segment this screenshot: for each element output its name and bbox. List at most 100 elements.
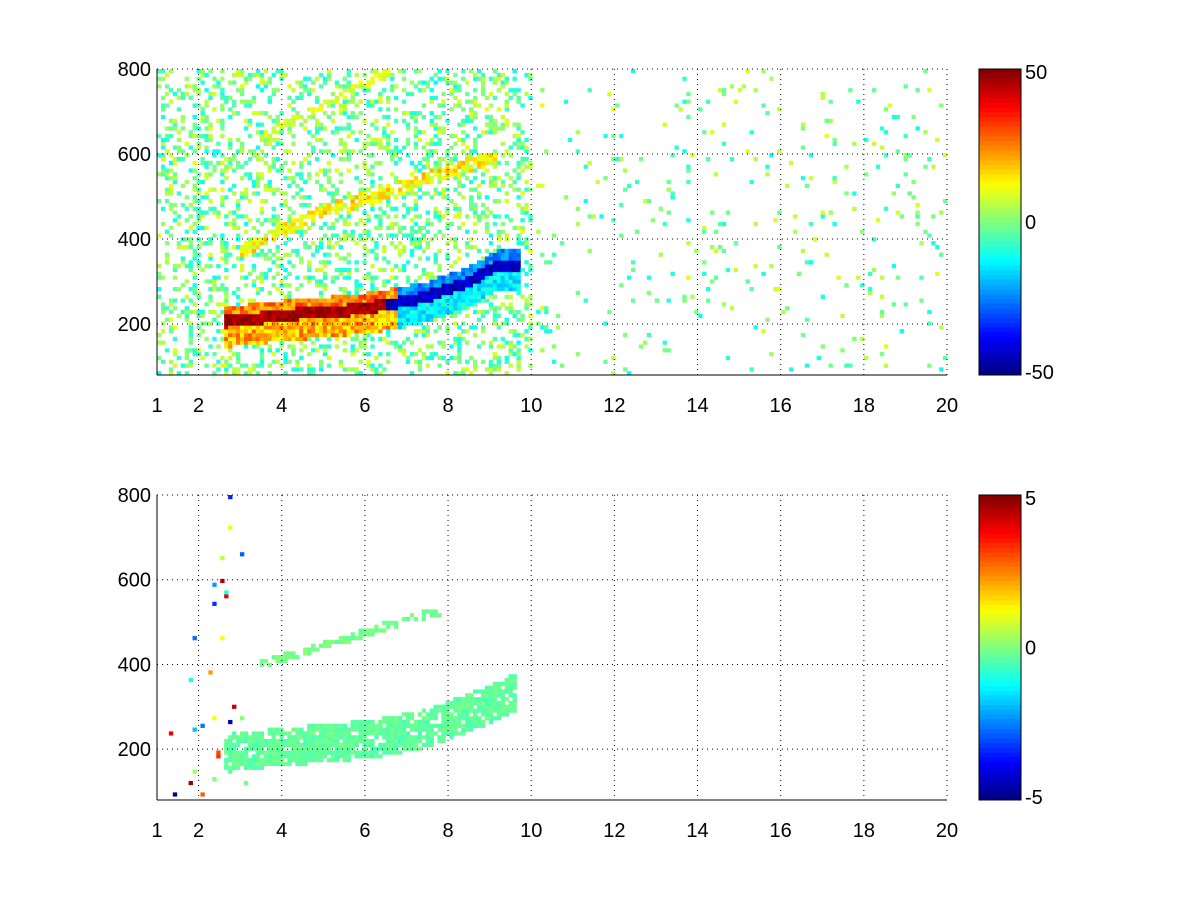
heatmap-cell: [627, 183, 632, 188]
heatmap-cell: [445, 700, 450, 706]
heatmap-cell: [255, 156, 261, 162]
heatmap-cell: [488, 693, 494, 698]
heatmap-cell: [275, 88, 280, 93]
heatmap-cell: [512, 122, 517, 127]
heatmap-cell: [445, 195, 450, 200]
heatmap-cell: [192, 168, 197, 173]
heatmap-cell: [777, 107, 782, 112]
heatmap-cell: [512, 267, 517, 273]
heatmap-cell: [441, 723, 446, 728]
heatmap-cell: [429, 355, 434, 361]
heatmap-cell: [271, 727, 276, 732]
heatmap-cell: [220, 556, 225, 561]
heatmap-cell: [409, 287, 415, 292]
heatmap-cell: [453, 241, 458, 246]
heatmap-cell: [370, 344, 375, 349]
heatmap-cell: [473, 290, 478, 296]
heatmap-cell: [287, 655, 292, 660]
heatmap-cell: [425, 329, 430, 334]
heatmap-cell: [433, 309, 438, 315]
heatmap-cell: [291, 317, 296, 322]
heatmap-cell: [409, 735, 415, 740]
heatmap-cell: [488, 344, 494, 349]
heatmap-cell: [164, 72, 170, 78]
heatmap-cell: [259, 742, 265, 748]
heatmap-cell: [540, 88, 545, 93]
colorbar-tick-label: -5: [1025, 787, 1043, 809]
heatmap-cell: [279, 313, 284, 319]
heatmap-cell: [243, 306, 249, 311]
heatmap-cell: [259, 149, 265, 154]
heatmap-cell: [232, 80, 237, 85]
heatmap-cell: [354, 754, 359, 759]
heatmap-cell: [378, 746, 383, 751]
heatmap-cell: [386, 134, 391, 139]
heatmap-cell: [251, 765, 257, 770]
heatmap-cell: [330, 309, 336, 315]
heatmap-cell: [899, 214, 904, 219]
heatmap-cell: [453, 306, 458, 311]
heatmap-cell: [192, 199, 197, 204]
heatmap-cell: [283, 317, 288, 322]
heatmap-cell: [338, 141, 344, 146]
heatmap-cell: [172, 210, 178, 215]
heatmap-cell: [437, 287, 442, 292]
heatmap-cell: [457, 332, 462, 338]
heatmap-cell: [413, 164, 419, 169]
heatmap-cell: [299, 114, 304, 120]
heatmap-cell: [287, 283, 292, 288]
colorbar-swatch: [979, 757, 1021, 763]
heatmap-cell: [271, 191, 276, 196]
heatmap-cell: [243, 103, 249, 108]
heatmap-cell: [350, 91, 355, 97]
colorbar-swatch: [979, 747, 1021, 753]
heatmap-cell: [753, 88, 758, 93]
heatmap-cell: [224, 156, 229, 162]
heatmap-cell: [512, 141, 517, 146]
heatmap-cell: [307, 244, 312, 250]
heatmap-cell: [397, 750, 403, 755]
heatmap-cell: [413, 241, 419, 246]
heatmap-cell: [473, 244, 478, 250]
heatmap-cell: [413, 294, 419, 299]
heatmap-cell: [480, 329, 486, 334]
heatmap-cell: [476, 697, 482, 702]
heatmap-cell: [492, 183, 498, 188]
heatmap-cell: [318, 206, 324, 211]
heatmap-cell: [401, 294, 407, 299]
heatmap-cell: [421, 290, 426, 296]
heatmap-cell: [465, 252, 470, 257]
heatmap-cell: [287, 329, 292, 334]
heatmap-cell: [315, 130, 320, 135]
heatmap-cell: [421, 130, 426, 135]
heatmap-cell: [326, 176, 332, 181]
heatmap-cell: [259, 287, 265, 292]
heatmap-cell: [469, 114, 474, 120]
heatmap-cell: [425, 332, 430, 338]
colorbar-swatch: [979, 331, 1021, 338]
heatmap-cell: [251, 317, 257, 322]
heatmap-cell: [516, 164, 521, 169]
colorbar-swatch: [979, 341, 1021, 347]
heatmap-cell: [405, 153, 411, 158]
heatmap-cell: [303, 336, 308, 341]
heatmap-cell: [322, 287, 328, 292]
heatmap-cell: [330, 750, 336, 755]
heatmap-cell: [409, 80, 415, 85]
heatmap-cell: [322, 332, 328, 338]
heatmap-cell: [243, 731, 249, 736]
heatmap-cell: [445, 306, 450, 311]
heatmap-cell: [228, 758, 233, 763]
heatmap-cell: [224, 739, 229, 744]
heatmap-cell: [461, 294, 466, 299]
heatmap-cell: [338, 137, 344, 143]
heatmap-cell: [354, 371, 359, 376]
heatmap-cell: [279, 264, 284, 269]
heatmap-cell: [382, 317, 387, 322]
heatmap-cell: [567, 137, 573, 143]
heatmap-cell: [247, 758, 253, 763]
heatmap-cell: [433, 731, 438, 736]
heatmap-cell: [390, 76, 395, 81]
heatmap-cell: [342, 340, 347, 345]
heatmap-cell: [224, 256, 229, 261]
